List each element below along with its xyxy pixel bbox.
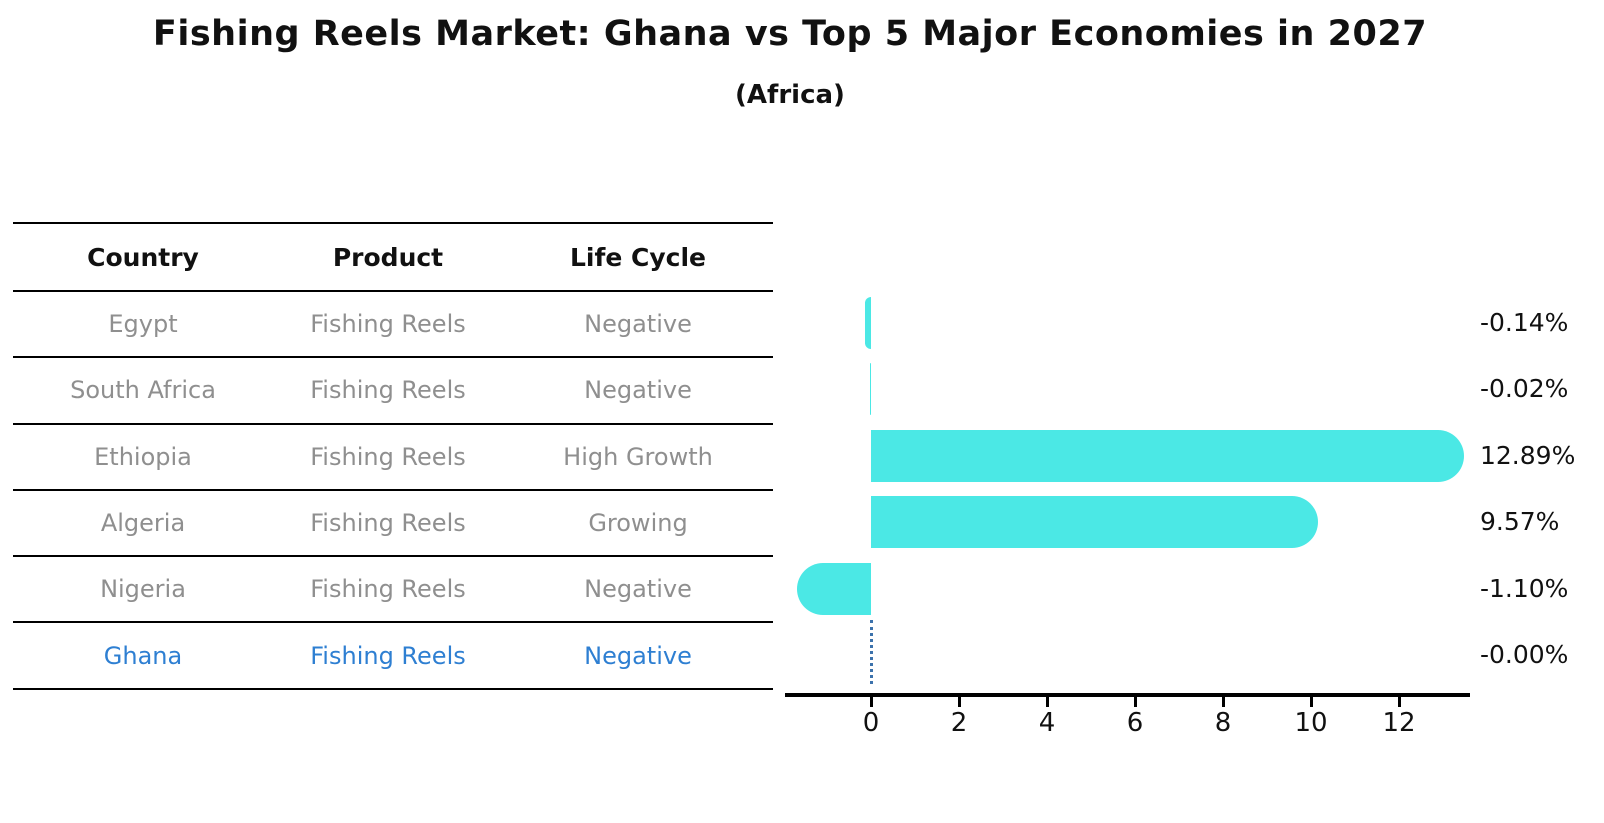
table-row-south-africa: South Africa Fishing Reels Negative xyxy=(13,358,773,425)
table-cell-country: Nigeria xyxy=(100,575,186,604)
value-label-algeria: 9.57% xyxy=(1480,507,1560,536)
table-row-nigeria: Nigeria Fishing Reels Negative xyxy=(13,557,773,624)
table-cell-product: Fishing Reels xyxy=(310,442,466,471)
table-cell-life_cycle: Negative xyxy=(584,641,692,670)
table-header-lifecycle: Life Cycle xyxy=(569,242,707,272)
table-cell-country: Ghana xyxy=(103,641,183,670)
table-cell-country: Ethiopia xyxy=(94,442,192,471)
table-cell-product: Fishing Reels xyxy=(310,509,466,538)
table-cell-product: Fishing Reels xyxy=(310,376,466,405)
x-axis-tick-label: 0 xyxy=(862,708,880,738)
table-cell-country: South Africa xyxy=(70,376,216,405)
value-label-egypt: -0.14% xyxy=(1480,308,1569,337)
chart-subtitle: (Africa) xyxy=(735,80,845,110)
bar-egypt xyxy=(864,297,871,349)
value-label-ethiopia: 12.89% xyxy=(1480,441,1576,470)
x-axis-tick-label: 10 xyxy=(1294,708,1328,738)
bar-nigeria xyxy=(796,563,871,615)
x-axis-tick xyxy=(1309,696,1313,707)
table-cell-country: Algeria xyxy=(100,509,186,538)
bar-ethiopia xyxy=(871,430,1465,482)
table-row-ethiopia: Ethiopia Fishing Reels High Growth xyxy=(13,425,773,491)
table-cell-product: Fishing Reels xyxy=(310,641,466,670)
table-header-row: Country Product Life Cycle xyxy=(13,224,773,292)
value-label-ghana: -0.00% xyxy=(1480,640,1569,669)
x-axis-tick xyxy=(869,696,873,707)
x-axis-tick-label: 8 xyxy=(1214,708,1232,738)
table-row-algeria: Algeria Fishing Reels Growing xyxy=(13,491,773,558)
table-cell-life_cycle: High Growth xyxy=(563,442,713,471)
chart-title: Fishing Reels Market: Ghana vs Top 5 Maj… xyxy=(152,14,1428,54)
x-axis-tick-label: 2 xyxy=(950,708,968,738)
table-cell-life_cycle: Negative xyxy=(584,575,692,604)
x-axis-tick xyxy=(957,696,961,707)
x-axis-tick xyxy=(1045,696,1049,707)
x-axis-tick xyxy=(1397,696,1401,707)
x-axis-tick xyxy=(1133,696,1137,707)
table-cell-product: Fishing Reels xyxy=(310,575,466,604)
value-label-south-africa: -0.02% xyxy=(1480,374,1569,403)
table-header-country: Country xyxy=(87,242,199,272)
x-axis-tick-label: 12 xyxy=(1382,708,1416,738)
table-cell-life_cycle: Negative xyxy=(584,376,692,405)
x-axis-tick-label: 4 xyxy=(1038,708,1056,738)
table-cell-country: Egypt xyxy=(108,310,178,339)
table-row-egypt: Egypt Fishing Reels Negative xyxy=(13,292,773,359)
x-axis-tick-label: 6 xyxy=(1126,708,1144,738)
ghana-zero-dotted-line xyxy=(870,620,873,684)
country-table: Country Product Life Cycle Egypt Fishing … xyxy=(13,222,773,690)
x-axis-tick xyxy=(1221,696,1225,707)
table-row-ghana: Ghana Fishing Reels Negative xyxy=(13,623,773,687)
table-cell-life_cycle: Growing xyxy=(588,509,688,538)
bar-algeria xyxy=(871,496,1319,548)
table-cell-life_cycle: Negative xyxy=(584,310,692,339)
x-axis-line xyxy=(785,693,1470,697)
table-header-product: Product xyxy=(332,242,444,272)
value-label-nigeria: -1.10% xyxy=(1480,574,1569,603)
bar-south-africa xyxy=(869,363,871,415)
table-body: Egypt Fishing Reels Negative South Africa Fi… xyxy=(13,292,773,688)
table-cell-product: Fishing Reels xyxy=(310,310,466,339)
